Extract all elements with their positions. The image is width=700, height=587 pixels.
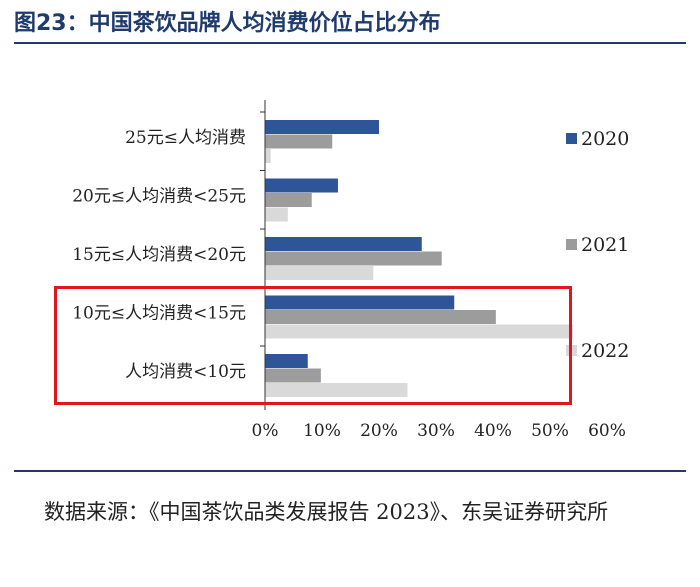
category-labels: 25元≤人均消费 20元≤人均消费<25元 15元≤人均消费<20元 10元≤人均消费… bbox=[72, 128, 246, 382]
source-note: 数据来源：《中国茶饮品类发展报告 2023》、东吴证券研究所 bbox=[44, 500, 609, 524]
legend-swatch-2020 bbox=[566, 133, 577, 144]
bar-2022-2 bbox=[265, 266, 374, 280]
bar-chart: 25元≤人均消费 20元≤人均消费<25元 15元≤人均消费<20元 10元≤人均消费… bbox=[72, 100, 629, 441]
bar-2022-0 bbox=[265, 149, 271, 163]
bar-2021-4 bbox=[265, 368, 321, 383]
bar-2020-2 bbox=[265, 237, 422, 251]
bar-2020-0 bbox=[265, 120, 379, 134]
x-tick-label: 20% bbox=[360, 421, 398, 441]
bar-2021-2 bbox=[265, 251, 442, 266]
bar-2022-3 bbox=[265, 324, 573, 339]
bar-2021-3 bbox=[265, 310, 496, 324]
legend-swatch-2021 bbox=[566, 239, 577, 250]
category-label: 20元≤人均消费<25元 bbox=[72, 187, 246, 207]
bar-2021-1 bbox=[265, 193, 312, 207]
bars-group bbox=[265, 120, 573, 397]
highlight-box bbox=[54, 286, 572, 405]
figure-title: 图23：中国茶饮品牌人均消费价位占比分布 bbox=[14, 11, 441, 36]
x-tick-label: 60% bbox=[588, 421, 626, 441]
legend-label: 2021 bbox=[581, 234, 629, 256]
bar-2020-3 bbox=[265, 295, 455, 310]
category-label: 15元≤人均消费<20元 bbox=[72, 245, 246, 265]
bar-2020-4 bbox=[265, 354, 308, 368]
bar-2020-1 bbox=[265, 178, 338, 193]
title-rule bbox=[14, 42, 686, 44]
legend: 2020 2021 2022 bbox=[566, 128, 629, 362]
x-tick-label: 10% bbox=[303, 421, 341, 441]
legend-label: 2020 bbox=[581, 128, 629, 150]
x-tick-label: 30% bbox=[417, 421, 455, 441]
x-tick-label: 0% bbox=[252, 421, 279, 441]
bar-2022-4 bbox=[265, 383, 408, 397]
x-tick-labels: 0% 10% 20% 30% 40% 50% 60% bbox=[252, 421, 626, 441]
bar-2021-0 bbox=[265, 134, 333, 149]
category-label: 25元≤人均消费 bbox=[125, 128, 246, 148]
x-tick-label: 40% bbox=[474, 421, 512, 441]
bar-2022-1 bbox=[265, 207, 288, 222]
category-label: 10元≤人均消费<15元 bbox=[72, 304, 246, 324]
x-tick-label: 50% bbox=[531, 421, 569, 441]
category-label: 人均消费<10元 bbox=[125, 362, 246, 382]
legend-label: 2022 bbox=[581, 340, 629, 362]
source-rule bbox=[14, 470, 686, 472]
